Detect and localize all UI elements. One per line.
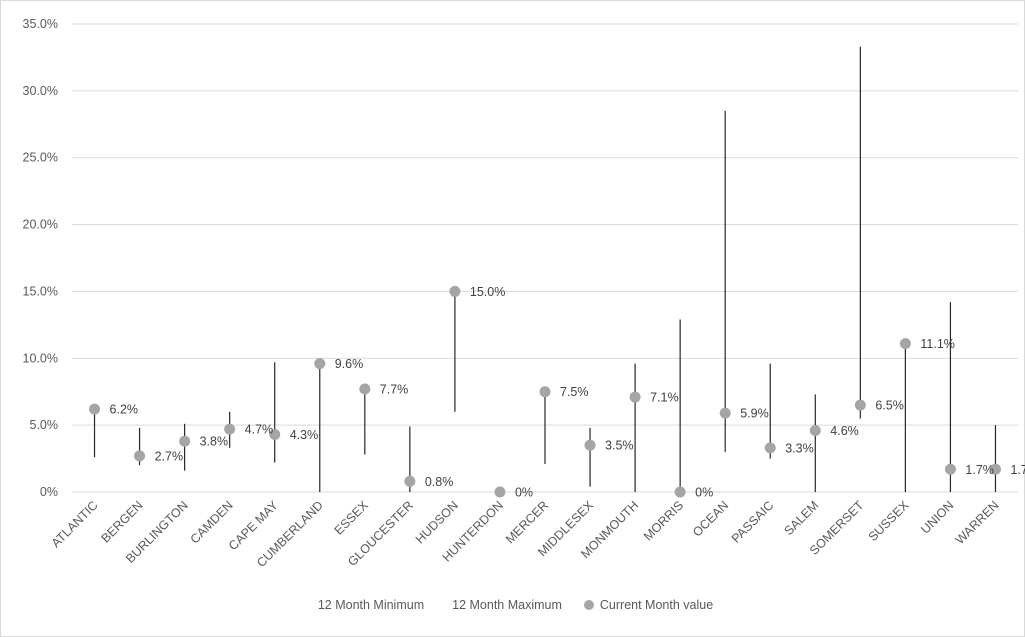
y-tick-label: 10.0% <box>23 351 58 365</box>
legend: 12 Month Minimum 12 Month Maximum Curren… <box>0 598 1025 612</box>
current-value-point <box>269 429 281 441</box>
y-tick-label: 30.0% <box>23 84 58 98</box>
x-tick-label: OCEAN <box>690 498 731 539</box>
current-value-point <box>359 383 371 395</box>
x-tick-label: PASSAIC <box>729 498 777 546</box>
legend-label-max: 12 Month Maximum <box>452 598 562 612</box>
x-tick-label: HUDSON <box>413 498 461 546</box>
current-value-point <box>944 463 956 475</box>
data-label: 3.5% <box>605 439 634 453</box>
current-value-point <box>674 486 686 498</box>
current-points <box>89 285 1001 498</box>
data-label: 3.8% <box>200 435 229 449</box>
y-tick-label: 15.0% <box>23 284 58 298</box>
x-tick-label: SUSSEX <box>866 498 912 544</box>
x-tick-label: UNION <box>918 498 956 536</box>
y-axis-ticks: 0% 5.0% 10.0% 15.0% 20.0% 25.0% 30.0% 35.0% <box>23 17 58 499</box>
data-label: 15.0% <box>470 285 505 299</box>
data-label: 1.7% <box>965 463 994 477</box>
data-labels: 6.2% 2.7% 3.8% 4.7% 4.3% 9.6% 7.7% 0.8% 15.0% 0% 7… <box>110 285 1025 500</box>
data-label: 1.7% <box>1010 463 1025 477</box>
current-value-point <box>179 435 191 447</box>
current-value-point <box>989 463 1001 475</box>
data-label: 7.1% <box>650 391 679 405</box>
current-value-point <box>494 486 506 498</box>
current-value-point <box>719 407 731 419</box>
data-label: 5.9% <box>740 407 769 421</box>
current-value-point <box>584 439 596 451</box>
x-tick-label: ATLANTIC <box>49 498 101 550</box>
current-value-point <box>224 423 236 435</box>
y-tick-label: 0% <box>40 485 58 499</box>
x-tick-label: ESSEX <box>332 498 372 538</box>
x-tick-label: SALEM <box>782 498 822 538</box>
legend-item-current: Current Month value <box>583 598 714 612</box>
data-label: 3.3% <box>785 441 814 455</box>
data-label: 4.7% <box>245 423 274 437</box>
x-tick-label: MERCER <box>503 498 551 546</box>
current-value-point <box>89 403 101 415</box>
data-label: 7.7% <box>380 383 409 397</box>
current-value-point <box>629 391 641 403</box>
data-label: 0.8% <box>425 475 454 489</box>
current-value-point <box>314 358 326 370</box>
y-tick-label: 5.0% <box>30 418 59 432</box>
legend-marker-current <box>583 600 594 610</box>
data-label: 6.2% <box>110 403 138 417</box>
data-label: 6.5% <box>875 399 904 413</box>
current-value-point <box>899 338 911 350</box>
current-value-point <box>809 424 821 436</box>
current-value-point <box>854 399 866 411</box>
legend-label-min: 12 Month Minimum <box>317 598 425 612</box>
x-tick-label: BERGEN <box>98 498 145 545</box>
current-value-point <box>404 475 416 487</box>
data-label: 4.3% <box>290 428 319 442</box>
legend-item-min: 12 Month Minimum <box>312 598 424 612</box>
legend-item-max: 12 Month Maximum <box>446 598 562 612</box>
x-tick-label: WARREN <box>953 498 1002 547</box>
y-tick-label: 35.0% <box>23 17 58 31</box>
current-value-point <box>134 450 146 462</box>
range-lines <box>93 46 997 492</box>
data-label: 11.1% <box>920 337 955 351</box>
current-value-point <box>539 386 551 398</box>
y-tick-label: 25.0% <box>23 151 58 165</box>
data-label: 4.6% <box>830 424 859 438</box>
y-tick-label: 20.0% <box>23 218 58 232</box>
data-label: 2.7% <box>155 449 184 463</box>
data-label: 9.6% <box>335 357 364 371</box>
data-label: 0% <box>515 486 533 500</box>
legend-label-current: Current Month value <box>599 598 714 612</box>
x-tick-label: MORRIS <box>641 498 686 543</box>
data-label: 0% <box>695 486 713 500</box>
current-value-point <box>449 285 461 297</box>
current-value-point <box>764 442 776 454</box>
x-tick-label: CAMDEN <box>188 498 236 546</box>
data-label: 7.5% <box>560 385 589 399</box>
